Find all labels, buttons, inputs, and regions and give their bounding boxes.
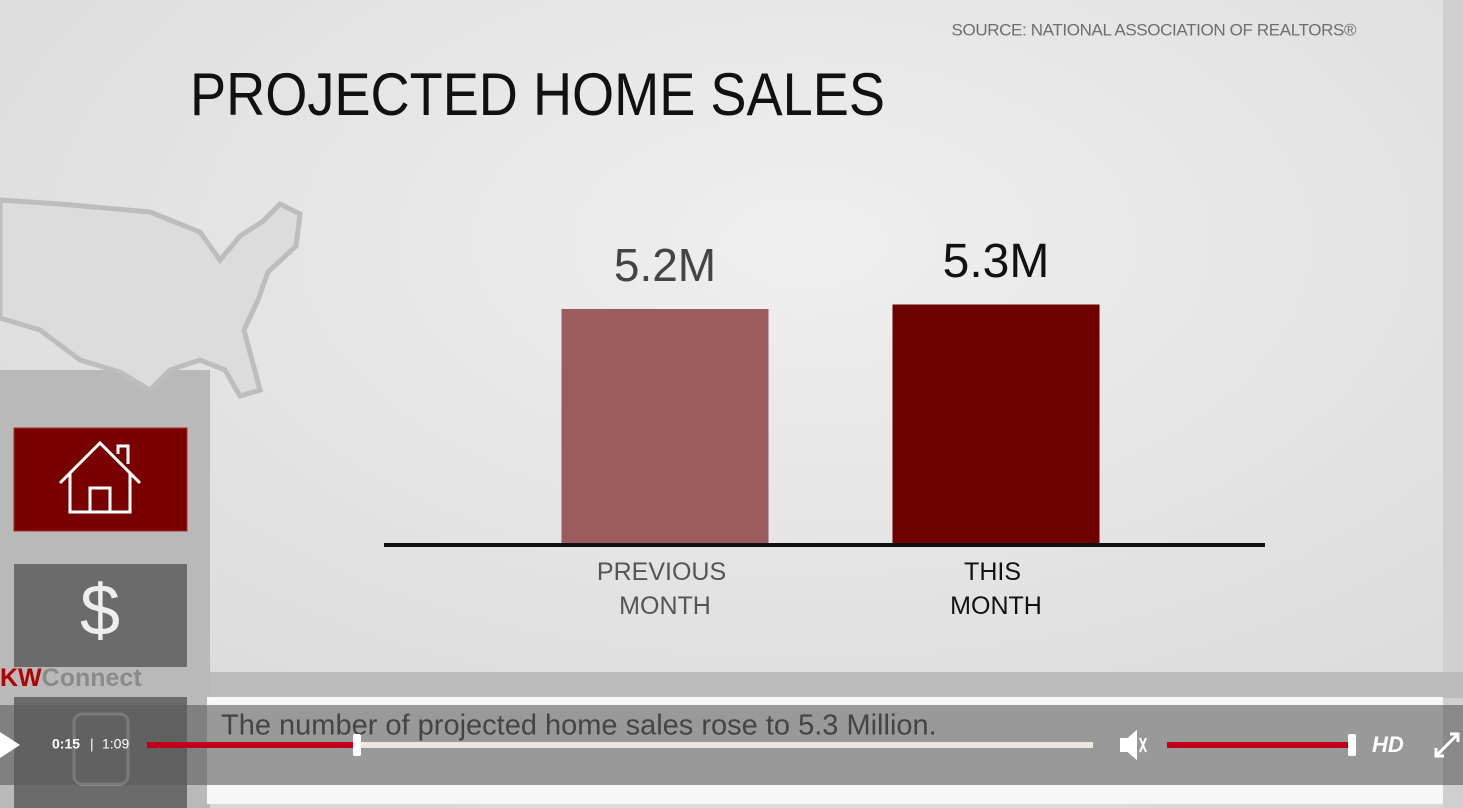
value-label: 5.3M	[943, 235, 1050, 288]
bar	[892, 304, 1100, 543]
logo-brand: KW	[0, 664, 42, 692]
volume-knob[interactable]	[1348, 734, 1356, 756]
dollar-tile[interactable]	[14, 564, 187, 667]
play-button[interactable]	[0, 732, 20, 758]
current-time: 0:15	[52, 736, 80, 752]
category-label: PREVIOUS MONTH	[597, 558, 733, 620]
volume-button[interactable]	[1120, 729, 1147, 761]
progress-played	[147, 742, 357, 748]
us-map	[0, 197, 303, 399]
progress-track[interactable]	[147, 742, 1093, 748]
duration: 1:09	[102, 736, 129, 752]
logo-product: Connect	[42, 664, 143, 692]
progress-knob[interactable]	[353, 734, 361, 756]
caption: The number of projected home sales rose …	[221, 710, 937, 742]
caption-strip	[210, 672, 1463, 698]
value-label: 5.2M	[614, 239, 716, 291]
fullscreen-button[interactable]	[1434, 732, 1460, 758]
volume-bar[interactable]	[1167, 742, 1352, 748]
logo: KWConnect	[0, 664, 142, 692]
dollar-icon: $	[80, 571, 120, 651]
home-icon	[58, 440, 142, 514]
hd-button[interactable]: HD	[1372, 732, 1404, 757]
category-label: THIS MONTH	[950, 558, 1042, 620]
chart-title: PROJECTED HOME SALES	[190, 61, 885, 128]
time-separator: |	[90, 736, 94, 752]
bar	[561, 309, 769, 543]
right-edge	[1443, 0, 1463, 808]
source-note: SOURCE: NATIONAL ASSOCIATION OF REALTORS…	[952, 20, 1357, 39]
